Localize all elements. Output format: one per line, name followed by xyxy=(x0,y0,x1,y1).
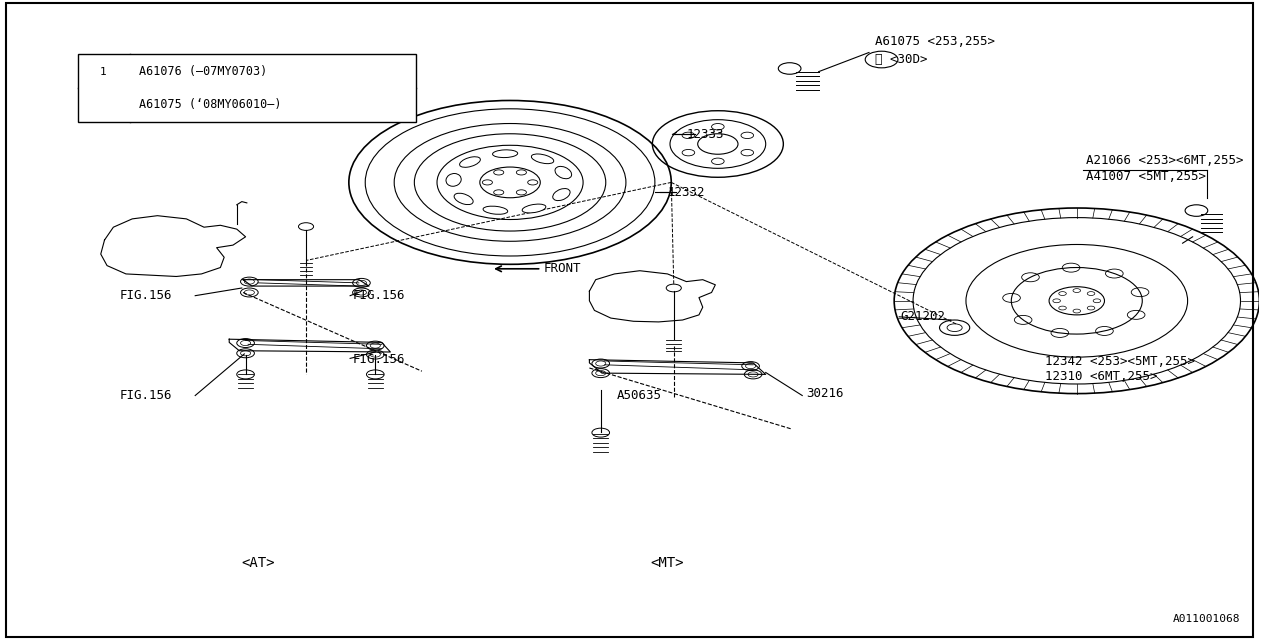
Text: A50635: A50635 xyxy=(617,389,662,402)
Text: ① <30D>: ① <30D> xyxy=(876,53,928,66)
Text: FIG.156: FIG.156 xyxy=(352,289,406,302)
Text: A41007 <5MT,255>: A41007 <5MT,255> xyxy=(1085,170,1206,182)
Ellipse shape xyxy=(522,204,545,213)
Ellipse shape xyxy=(493,150,517,157)
Text: 12333: 12333 xyxy=(686,128,724,141)
Text: 12310 <6MT,255>: 12310 <6MT,255> xyxy=(1046,370,1158,383)
Text: <AT>: <AT> xyxy=(242,556,275,570)
Text: FIG.156: FIG.156 xyxy=(119,289,172,302)
Text: 12342 <253><5MT,255>: 12342 <253><5MT,255> xyxy=(1046,355,1196,368)
Text: 1: 1 xyxy=(100,67,106,77)
Text: 12332: 12332 xyxy=(667,186,705,198)
Ellipse shape xyxy=(483,206,508,214)
Text: A011001068: A011001068 xyxy=(1172,614,1240,624)
Text: 30216: 30216 xyxy=(806,387,844,400)
Ellipse shape xyxy=(460,157,480,167)
Ellipse shape xyxy=(531,154,554,164)
Polygon shape xyxy=(589,360,765,374)
Ellipse shape xyxy=(553,189,570,200)
Text: G21202: G21202 xyxy=(900,310,946,323)
Text: FRONT: FRONT xyxy=(544,262,581,275)
Text: A61075 <253,255>: A61075 <253,255> xyxy=(876,35,996,48)
Ellipse shape xyxy=(445,173,461,186)
Text: FIG.156: FIG.156 xyxy=(119,389,172,402)
Text: FIG.156: FIG.156 xyxy=(352,353,406,366)
Ellipse shape xyxy=(556,166,572,179)
FancyBboxPatch shape xyxy=(78,54,416,122)
Ellipse shape xyxy=(454,193,474,205)
Text: A61075 (‘08MY06010–): A61075 (‘08MY06010–) xyxy=(138,99,282,111)
Text: <MT>: <MT> xyxy=(650,556,685,570)
Text: A61076 (–07MY0703): A61076 (–07MY0703) xyxy=(138,65,266,78)
Polygon shape xyxy=(243,280,369,286)
Text: A21066 <253><6MT,255>: A21066 <253><6MT,255> xyxy=(1085,154,1243,166)
Polygon shape xyxy=(229,339,390,352)
